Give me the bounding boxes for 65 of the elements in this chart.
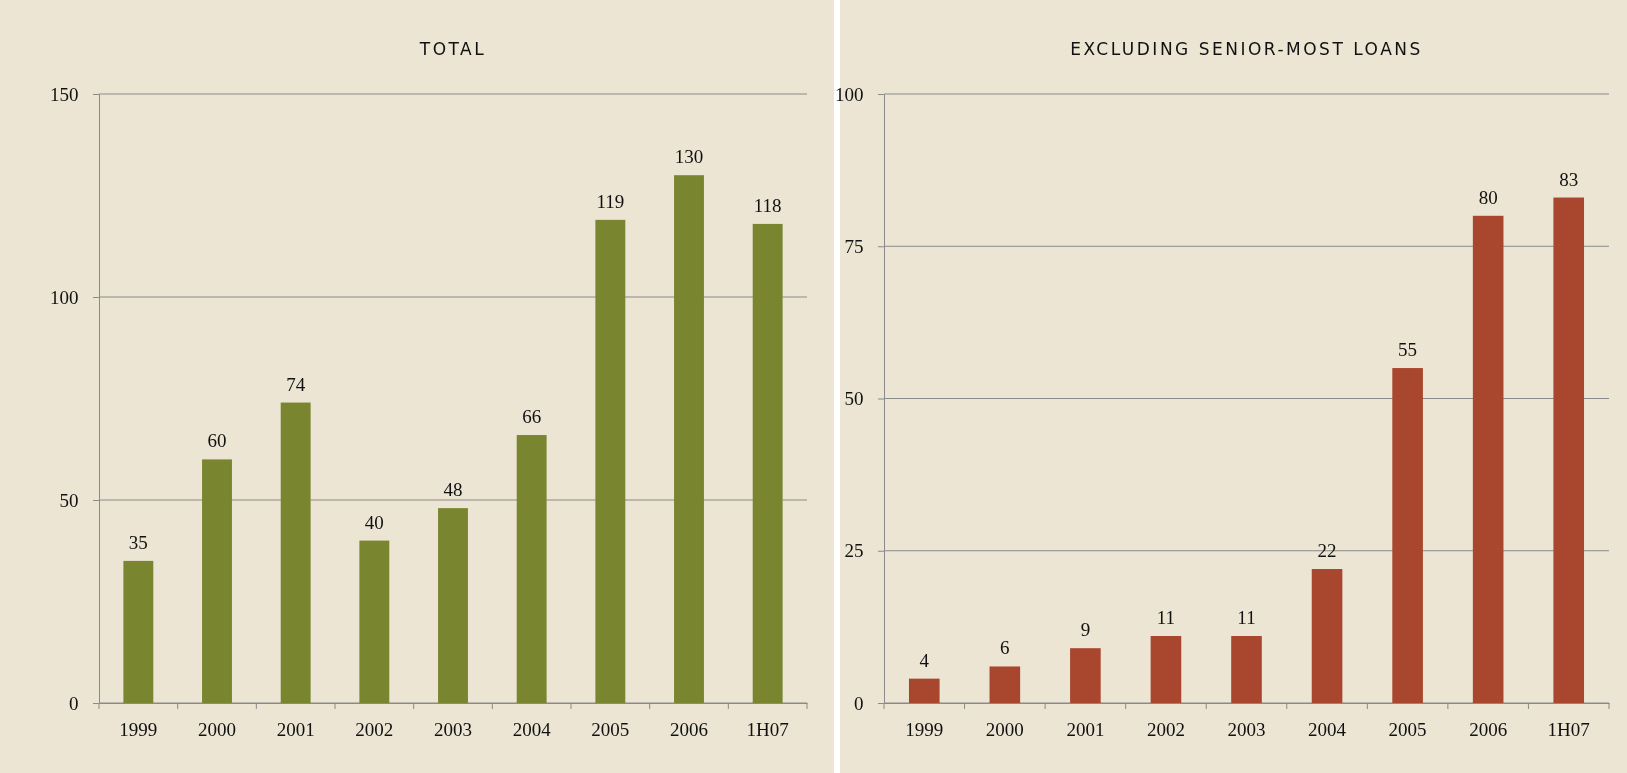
y-tick-label: 25 (844, 540, 864, 562)
x-tick-label: 2001 (1066, 719, 1105, 741)
bar (989, 666, 1021, 703)
x-tick-label: 2005 (591, 719, 630, 741)
data-label: 48 (443, 479, 463, 501)
x-tick-label: 1H07 (746, 719, 789, 741)
data-label: 74 (286, 373, 306, 395)
x-tick-label: 2004 (1308, 719, 1347, 741)
data-label: 130 (674, 146, 704, 168)
bar (1311, 569, 1343, 703)
bar (1231, 636, 1262, 703)
bar (438, 508, 468, 703)
data-label: 119 (596, 190, 625, 212)
y-tick-label: 0 (854, 692, 864, 714)
x-tick-label: 2001 (276, 719, 315, 741)
data-label: 11 (1156, 607, 1176, 629)
y-tick-label: 50 (59, 489, 79, 511)
bar (359, 540, 390, 703)
bar (1070, 648, 1101, 703)
data-label: 66 (522, 406, 542, 428)
data-label: 83 (1559, 168, 1579, 190)
data-label: 55 (1398, 339, 1418, 361)
y-tick-label: 75 (844, 235, 864, 257)
x-tick-label: 2000 (198, 719, 236, 741)
bar (202, 459, 232, 703)
x-tick-label: 2006 (1469, 719, 1508, 741)
bar (1553, 197, 1585, 703)
data-label: 4 (919, 649, 930, 671)
bar (908, 678, 940, 703)
x-tick-label: 2002 (355, 719, 394, 741)
data-label: 40 (364, 511, 384, 533)
y-tick-label: 100 (835, 83, 864, 105)
y-tick-label: 150 (50, 83, 79, 105)
data-label: 118 (753, 194, 782, 216)
chart-title: EXCLUDING SENIOR-MOST LOANS (1070, 39, 1423, 59)
bar (123, 560, 154, 703)
x-tick-label: 2006 (670, 719, 708, 741)
x-tick-label: 2004 (512, 719, 552, 741)
x-tick-label: 2005 (1388, 719, 1427, 741)
data-label: 11 (1237, 607, 1256, 629)
y-tick-label: 100 (50, 286, 79, 308)
bar (516, 435, 547, 703)
data-label: 6 (1000, 637, 1010, 659)
data-label: 60 (207, 430, 227, 452)
bar (1392, 368, 1423, 703)
chart-title: TOTAL (418, 39, 487, 59)
data-label: 35 (128, 531, 148, 553)
y-tick-label: 50 (844, 388, 864, 410)
x-tick-label: 2003 (1227, 719, 1266, 741)
bar (674, 175, 704, 703)
x-tick-label: 2000 (985, 719, 1024, 741)
bar (280, 402, 311, 703)
data-label: 22 (1317, 540, 1337, 562)
y-tick-label: 0 (69, 692, 79, 714)
data-label: 9 (1080, 619, 1091, 641)
x-tick-label: 1999 (905, 719, 944, 741)
data-label: 80 (1478, 186, 1498, 208)
bar (1472, 215, 1504, 703)
x-tick-label: 1999 (119, 719, 158, 741)
x-tick-label: 2002 (1146, 719, 1185, 741)
bar (752, 223, 783, 703)
bar (595, 219, 626, 703)
bar (1150, 636, 1182, 703)
x-tick-label: 1H07 (1547, 719, 1590, 741)
x-tick-label: 2003 (434, 719, 472, 741)
